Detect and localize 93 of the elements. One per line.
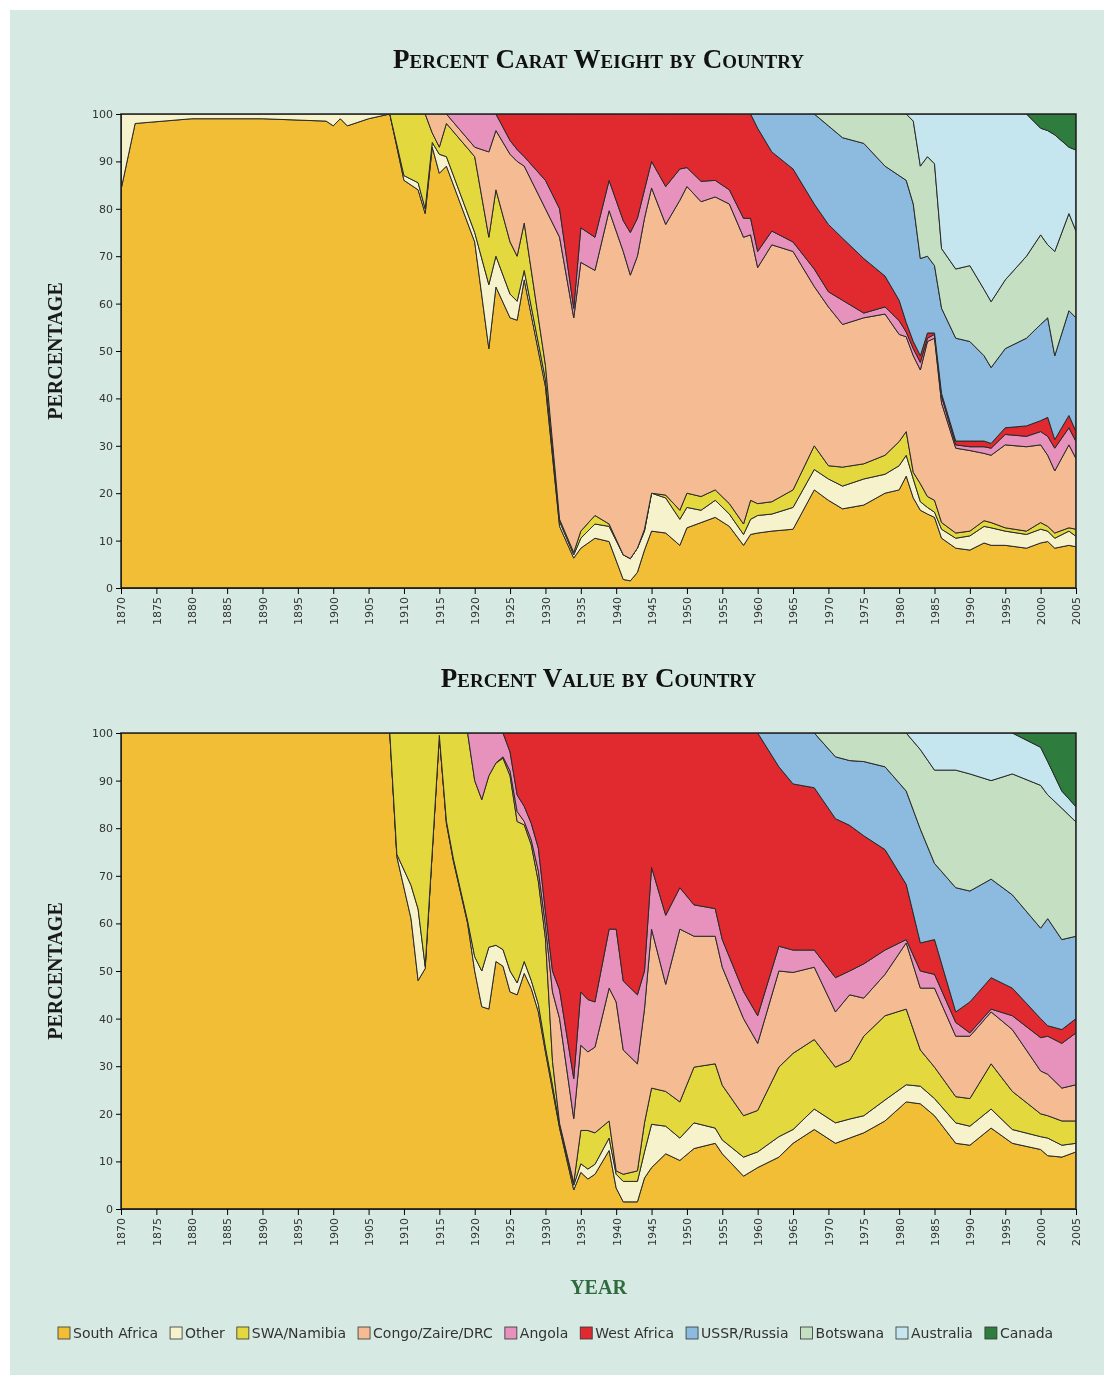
x-tick-label: 1870 xyxy=(115,597,129,625)
x-tick-label: 1935 xyxy=(575,1218,589,1246)
y-tick-label: 100 xyxy=(92,727,113,741)
x-tick-label: 1940 xyxy=(610,1218,624,1246)
x-tick-label: 2005 xyxy=(1070,1218,1084,1246)
y-tick-label: 10 xyxy=(99,1155,113,1169)
x-tick-label: 1905 xyxy=(362,597,376,625)
x-tick-label: 1915 xyxy=(433,597,447,625)
y-tick-label: 0 xyxy=(106,582,113,596)
x-tick-label: 1935 xyxy=(575,597,589,625)
x-tick-label: 1940 xyxy=(610,597,624,625)
y-tick-label: 80 xyxy=(99,202,113,216)
x-tick-label: 1880 xyxy=(186,1218,200,1246)
y-tick-label: 30 xyxy=(99,439,113,453)
x-tick-label: 1895 xyxy=(292,597,306,625)
x-tick-label: 1900 xyxy=(327,597,341,625)
x-tick-label: 2000 xyxy=(1034,597,1048,625)
x-tick-label: 2000 xyxy=(1034,1218,1048,1246)
x-tick-label: 1890 xyxy=(256,597,270,625)
x-tick-label: 1885 xyxy=(221,1218,235,1246)
x-tick-label: 1955 xyxy=(716,597,730,625)
x-tick-label: 1975 xyxy=(858,597,872,625)
y-axis-title: PERCENTAGE xyxy=(44,902,66,1040)
x-tick-label: 1975 xyxy=(858,1218,872,1246)
chart-title: Percent Value by Country xyxy=(440,663,757,693)
x-tick-label: 1930 xyxy=(539,597,553,625)
y-tick-label: 70 xyxy=(99,250,113,264)
legend-label: Congo/Zaire/DRC xyxy=(373,1325,494,1341)
x-tick-label: 1920 xyxy=(469,597,483,625)
x-tick-label: 1990 xyxy=(964,597,978,625)
y-tick-label: 60 xyxy=(99,297,113,311)
x-tick-label: 1995 xyxy=(999,1218,1013,1246)
legend-label: USSR/Russia xyxy=(701,1325,789,1341)
legend-label: South Africa xyxy=(73,1325,159,1341)
x-tick-label: 1950 xyxy=(681,1218,695,1246)
y-tick-label: 80 xyxy=(99,822,113,836)
x-tick-label: 1965 xyxy=(787,597,801,625)
y-tick-label: 100 xyxy=(92,108,113,122)
x-tick-label: 1930 xyxy=(539,1218,553,1246)
x-tick-label: 1890 xyxy=(256,1218,270,1246)
y-tick-label: 10 xyxy=(99,534,113,548)
x-tick-label: 1925 xyxy=(504,1218,518,1246)
legend-label: Angola xyxy=(519,1325,569,1341)
x-tick-label: 1980 xyxy=(893,597,907,625)
legend-label: West Africa xyxy=(595,1325,675,1341)
y-tick-label: 50 xyxy=(99,345,113,359)
x-tick-label: 1970 xyxy=(822,1218,836,1246)
x-tick-label: 1910 xyxy=(398,597,412,625)
y-tick-label: 40 xyxy=(99,1012,113,1026)
x-tick-label: 1875 xyxy=(150,597,164,625)
legend-label: SWA/Namibia xyxy=(251,1325,347,1341)
legend-label: Botswana xyxy=(815,1325,884,1341)
x-tick-label: 1880 xyxy=(186,597,200,625)
legend-label: Canada xyxy=(999,1325,1054,1341)
x-tick-label: 1985 xyxy=(928,1218,942,1246)
x-tick-label: 1970 xyxy=(822,597,836,625)
x-tick-label: 1980 xyxy=(893,1218,907,1246)
x-axis-title: YEAR xyxy=(570,1276,628,1298)
x-tick-label: 1885 xyxy=(221,597,235,625)
legend-label: Australia xyxy=(910,1325,973,1341)
x-tick-label: 1900 xyxy=(327,1218,341,1246)
x-tick-label: 1995 xyxy=(999,597,1013,625)
x-tick-label: 1965 xyxy=(787,1218,801,1246)
y-tick-label: 20 xyxy=(99,487,113,501)
x-tick-label: 1990 xyxy=(964,1218,978,1246)
y-tick-label: 40 xyxy=(99,392,113,406)
x-tick-label: 1915 xyxy=(433,1218,447,1246)
x-tick-label: 1945 xyxy=(645,1218,659,1246)
x-tick-label: 1950 xyxy=(681,597,695,625)
x-tick-label: 1960 xyxy=(752,597,766,625)
x-tick-label: 2005 xyxy=(1070,597,1084,625)
x-tick-label: 1955 xyxy=(716,1218,730,1246)
x-tick-label: 1870 xyxy=(115,1218,129,1246)
x-tick-label: 1925 xyxy=(504,597,518,625)
x-tick-label: 1875 xyxy=(150,1218,164,1246)
y-tick-label: 90 xyxy=(99,774,113,788)
y-tick-label: 30 xyxy=(99,1060,113,1074)
x-tick-label: 1985 xyxy=(928,597,942,625)
chart-title: Percent Carat Weight by Country xyxy=(393,44,805,74)
x-tick-label: 1920 xyxy=(469,1218,483,1246)
y-tick-label: 70 xyxy=(99,869,113,883)
legend-label: Other xyxy=(185,1325,226,1341)
x-tick-label: 1910 xyxy=(398,1218,412,1246)
x-tick-label: 1945 xyxy=(645,597,659,625)
x-tick-label: 1905 xyxy=(362,1218,376,1246)
y-tick-label: 90 xyxy=(99,155,113,169)
y-tick-label: 60 xyxy=(99,917,113,931)
y-tick-label: 0 xyxy=(106,1203,113,1217)
y-tick-label: 20 xyxy=(99,1107,113,1121)
y-tick-label: 50 xyxy=(99,965,113,979)
x-tick-label: 1960 xyxy=(752,1218,766,1246)
x-tick-label: 1895 xyxy=(292,1218,306,1246)
y-axis-title: PERCENTAGE xyxy=(44,282,66,420)
